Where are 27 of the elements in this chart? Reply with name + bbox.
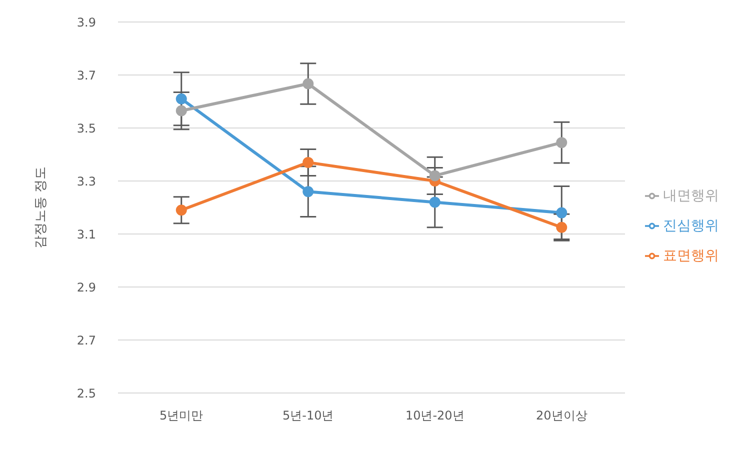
point xyxy=(302,78,314,90)
point xyxy=(302,156,314,168)
point xyxy=(556,222,568,233)
y-tick-label: 3.1 xyxy=(76,227,96,242)
y-tick-label: 3.9 xyxy=(76,15,96,30)
point xyxy=(176,204,187,216)
point xyxy=(429,170,440,182)
y-tick-label: 3.3 xyxy=(76,174,96,188)
y-tick-label: 2.5 xyxy=(76,386,96,400)
x-tick-label: 10년-20년 xyxy=(405,408,464,423)
point xyxy=(176,93,187,104)
legend-label: 내면행위 xyxy=(663,188,719,204)
y-tick-label: 3.5 xyxy=(76,121,96,136)
y-tick-label: 2.9 xyxy=(76,280,96,294)
legend-label: 표면행위 xyxy=(663,248,719,264)
x-tick-label: 5년미만 xyxy=(160,408,204,423)
point xyxy=(176,105,187,116)
legend-label: 진심행위 xyxy=(663,218,719,234)
y-tick-label: 2.7 xyxy=(76,333,96,348)
point xyxy=(302,186,314,198)
x-tick-label: 20년이상 xyxy=(536,408,588,423)
point xyxy=(556,137,568,148)
y-tick-label: 3.7 xyxy=(76,68,96,82)
x-tick-label: 5년-10년 xyxy=(282,408,334,423)
point xyxy=(429,196,440,208)
point xyxy=(556,207,568,218)
y-axis-title: 감정노동 정도 xyxy=(34,166,49,249)
